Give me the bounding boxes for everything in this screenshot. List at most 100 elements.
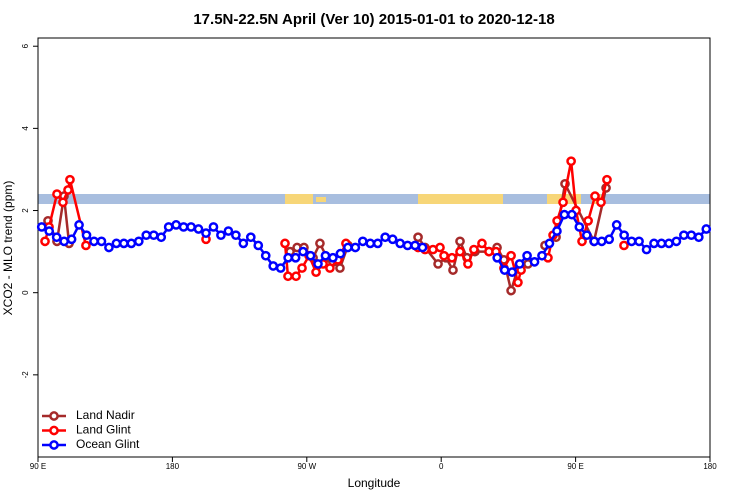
data-point (447, 252, 457, 263)
data-point (522, 250, 532, 261)
data-point (74, 220, 84, 230)
legend-marker (49, 425, 59, 436)
data-point (596, 236, 607, 247)
data-point (59, 236, 69, 247)
legend-marker (49, 411, 59, 421)
data-point (245, 232, 256, 243)
data-point (679, 230, 689, 241)
data-point (52, 189, 62, 199)
data-point (66, 234, 77, 245)
data-point (111, 238, 122, 249)
data-point (96, 236, 107, 247)
data-point (291, 271, 301, 282)
data-point (604, 234, 615, 245)
data-point (701, 224, 712, 234)
data-point (126, 238, 137, 249)
data-point (148, 230, 159, 241)
data-point (260, 250, 271, 261)
data-point (402, 240, 413, 251)
data-point (51, 232, 62, 243)
data-point (201, 228, 211, 238)
data-point (455, 236, 465, 247)
data-point (223, 226, 234, 236)
legend-label: Land Nadir (76, 408, 135, 422)
data-point (410, 240, 420, 251)
data-point (602, 174, 612, 185)
data-point (104, 242, 114, 253)
y-tick-label: 0 (21, 290, 30, 295)
data-point (590, 191, 600, 202)
y-tick-label: -2 (21, 371, 30, 379)
data-point (328, 252, 338, 263)
data-point (40, 236, 50, 247)
chart-title: 17.5N-22.5N April (Ver 10) 2015-01-01 to… (193, 11, 554, 28)
plot-frame (37, 37, 711, 458)
legend-label: Land Glint (76, 423, 131, 437)
data-point (506, 285, 516, 296)
data-point (325, 263, 335, 273)
data-point (58, 197, 68, 208)
data-point (335, 248, 346, 259)
x-tick-label: 90 E (30, 462, 46, 471)
data-point (231, 230, 241, 241)
data-point (290, 252, 301, 263)
data-point (649, 238, 659, 249)
y-tick-label: 2 (21, 208, 30, 213)
data-point (537, 250, 547, 261)
data-point (119, 238, 129, 249)
data-point (686, 230, 697, 241)
data-point (171, 220, 181, 230)
data-point (514, 259, 525, 269)
data-point (305, 250, 316, 261)
land-strip (285, 194, 313, 204)
data-point (469, 244, 479, 255)
data-point (275, 263, 286, 273)
data-point (44, 226, 55, 236)
ocean-strip (38, 194, 710, 204)
data-point (335, 263, 345, 273)
data-point (36, 222, 47, 232)
data-point (253, 240, 264, 251)
data-point (559, 209, 570, 220)
data-point (435, 242, 445, 253)
data-point (574, 222, 585, 232)
data-point (133, 236, 144, 247)
data-point (320, 250, 331, 261)
data-point (529, 257, 540, 267)
data-point (387, 234, 398, 245)
data-point (433, 259, 443, 269)
data-point (283, 271, 293, 282)
data-point (186, 222, 196, 232)
data-point (589, 236, 600, 247)
data-point (298, 246, 308, 257)
data-point (350, 242, 361, 253)
data-point (413, 232, 423, 243)
data-point (634, 236, 644, 247)
x-tick-label: 90 E (567, 462, 583, 471)
data-point (492, 252, 503, 263)
y-axis-label: XCO2 - MLO trend (ppm) (1, 181, 15, 316)
data-point (89, 236, 99, 247)
data-point (477, 238, 487, 249)
data-point (141, 230, 152, 241)
data-point (544, 238, 555, 249)
data-point (156, 232, 167, 243)
data-point (558, 197, 568, 208)
data-point (65, 174, 75, 185)
land-strip (316, 197, 326, 202)
data-point (577, 236, 587, 247)
data-point (163, 222, 174, 232)
data-point (343, 242, 353, 253)
data-point (619, 230, 629, 241)
data-point (693, 232, 704, 243)
data-point (611, 220, 622, 230)
data-point (238, 238, 249, 249)
x-tick-label: 0 (439, 462, 444, 471)
data-point (619, 240, 629, 251)
data-point (283, 252, 293, 263)
data-point (581, 230, 592, 241)
data-point (439, 250, 449, 261)
data-point (448, 265, 458, 275)
data-point (365, 238, 376, 249)
